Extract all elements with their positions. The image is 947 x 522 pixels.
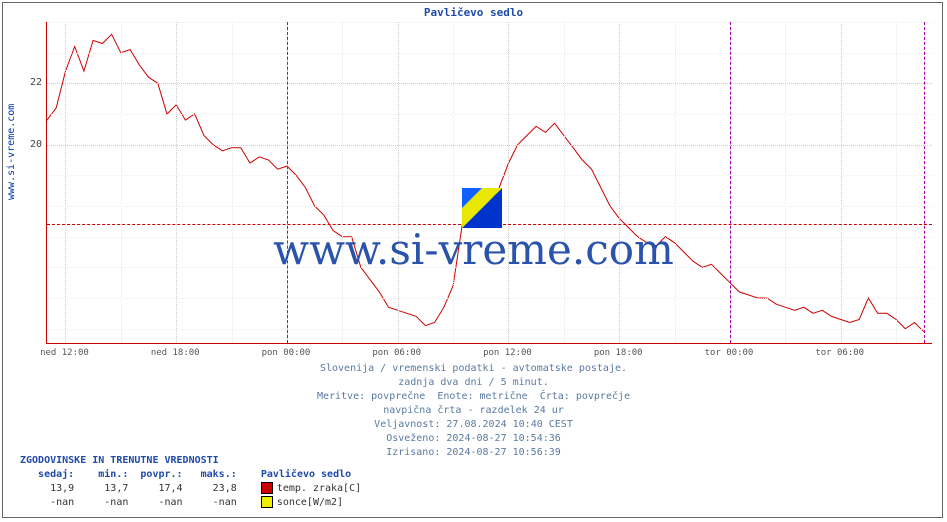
grid-v-major <box>619 22 620 343</box>
grid-h <box>47 267 932 268</box>
ytick-label: 20 <box>12 139 42 150</box>
grid-v-minor <box>785 22 786 343</box>
grid-v-major <box>65 22 66 343</box>
chart-caption: Slovenija / vremenski podatki - avtomats… <box>0 362 947 460</box>
grid-v-major <box>841 22 842 343</box>
day-marker <box>287 22 288 343</box>
xtick-label: pon 00:00 <box>262 348 311 358</box>
stats-row: 13,9 13,7 17,4 23,8 temp. zraka[C] <box>20 482 361 496</box>
xtick-label: tor 06:00 <box>815 348 864 358</box>
grid-h <box>47 298 932 299</box>
xtick-label: ned 18:00 <box>151 348 200 358</box>
grid-h <box>47 83 932 84</box>
source-label: www.si-vreme.com <box>6 104 17 200</box>
legend-swatch <box>261 482 273 494</box>
stats-row: -nan -nan -nan -nan sonce[W/m2] <box>20 496 361 510</box>
grid-v-major <box>508 22 509 343</box>
stats-header: ZGODOVINSKE IN TRENUTNE VREDNOSTI <box>20 454 361 468</box>
xtick-label: pon 18:00 <box>594 348 643 358</box>
stats-values: 13,9 13,7 17,4 23,8 <box>20 483 261 494</box>
grid-h <box>47 237 932 238</box>
chart-title: Pavličevo sedlo <box>0 6 947 19</box>
xtick-label: ned 12:00 <box>40 348 89 358</box>
grid-v-minor <box>232 22 233 343</box>
stats-columns: sedaj: min.: povpr.: maks.: Pavličevo se… <box>20 468 361 482</box>
day-marker <box>730 22 731 343</box>
plot-area <box>46 22 932 344</box>
grid-v-major <box>398 22 399 343</box>
xtick-label: pon 12:00 <box>483 348 532 358</box>
grid-v-minor <box>453 22 454 343</box>
grid-v-minor <box>564 22 565 343</box>
xtick-label: pon 06:00 <box>372 348 421 358</box>
grid-h <box>47 114 932 115</box>
grid-h <box>47 206 932 207</box>
stats-series-name: temp. zraka[C] <box>277 483 361 494</box>
stats-values: -nan -nan -nan -nan <box>20 497 261 508</box>
now-marker <box>924 22 925 343</box>
grid-h <box>47 175 932 176</box>
ytick-label: 22 <box>12 77 42 88</box>
grid-v-minor <box>121 22 122 343</box>
grid-v-minor <box>896 22 897 343</box>
grid-h <box>47 145 932 146</box>
avg-line <box>47 224 932 225</box>
grid-h <box>47 22 932 23</box>
temperature-line <box>47 22 933 344</box>
stats-series-name: sonce[W/m2] <box>277 497 343 508</box>
grid-v-minor <box>342 22 343 343</box>
grid-v-major <box>176 22 177 343</box>
legend-swatch <box>261 496 273 508</box>
grid-v-minor <box>675 22 676 343</box>
grid-h <box>47 329 932 330</box>
stats-block: ZGODOVINSKE IN TRENUTNE VREDNOSTI sedaj:… <box>20 454 361 510</box>
grid-h <box>47 53 932 54</box>
xtick-label: tor 00:00 <box>705 348 754 358</box>
